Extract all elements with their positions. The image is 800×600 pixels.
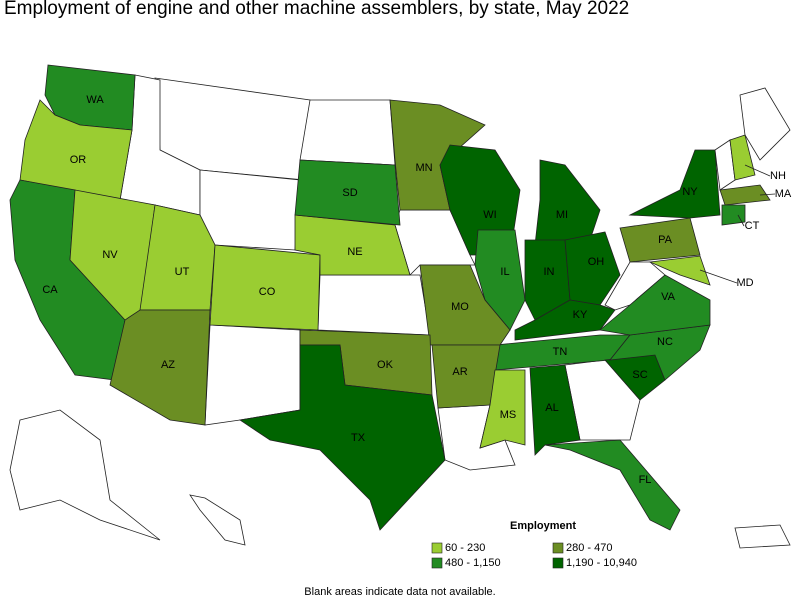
state-label: AZ	[161, 359, 175, 371]
legend-label: 480 - 1,150	[445, 557, 501, 569]
state	[139, 204, 216, 311]
state	[534, 159, 601, 246]
state-label: NC	[657, 336, 673, 348]
state	[628, 149, 721, 219]
state-label: TN	[553, 346, 568, 358]
state	[238, 344, 446, 531]
state-label: SC	[632, 369, 647, 381]
state-label: KY	[573, 309, 588, 321]
state-label: MN	[415, 162, 432, 174]
state-label: VA	[661, 291, 676, 303]
legend-label: 280 - 470	[566, 542, 612, 554]
state-label: MO	[451, 301, 469, 313]
legend-label: 60 - 230	[445, 542, 485, 554]
state-label: FL	[639, 474, 652, 486]
state-label: CO	[259, 286, 276, 298]
state-label: SD	[342, 187, 357, 199]
legend-swatch	[431, 557, 443, 569]
state	[19, 99, 133, 201]
state	[209, 244, 321, 331]
state-label: IN	[544, 266, 555, 278]
state-label: NV	[102, 249, 118, 261]
state-blank	[204, 324, 301, 426]
state-label: TX	[351, 432, 366, 444]
state	[648, 255, 711, 286]
state-label: MA	[775, 188, 792, 200]
state-label: WA	[86, 94, 104, 106]
state-blank	[299, 99, 396, 166]
legend: Employment 60 - 230 280 - 470 480 - 1,150 1…	[431, 520, 637, 569]
state-label: NH	[770, 170, 786, 182]
state-label: AL	[545, 402, 558, 414]
state-label: MS	[500, 409, 517, 421]
leader-line	[737, 214, 745, 227]
state-label: MI	[556, 209, 568, 221]
state-label: AR	[452, 366, 467, 378]
state	[729, 134, 756, 181]
note: Blank areas indicate data not available.	[304, 586, 495, 598]
state-label: CT	[745, 220, 760, 232]
state-label: WI	[483, 209, 496, 221]
state-blank	[189, 494, 246, 546]
legend-swatch	[431, 542, 443, 554]
states: WA OR CA NV UT AZ CO NE SD MN WI MI IL IN OH KY TN MO OK AR…	[9, 64, 792, 531]
state-blank	[9, 409, 161, 541]
blank-states	[9, 74, 791, 549]
title: Employment of engine and other machine a…	[4, 0, 629, 19]
state	[619, 217, 701, 263]
leader-line	[759, 193, 776, 196]
state-label: IL	[500, 266, 509, 278]
leader-line	[699, 269, 738, 284]
state	[719, 184, 771, 206]
state-label: PA	[658, 234, 673, 246]
state-label: OK	[377, 359, 394, 371]
legend-swatch	[552, 542, 564, 554]
state-label: MD	[736, 277, 753, 289]
state	[109, 309, 211, 426]
state-label: NE	[347, 246, 362, 258]
state	[564, 231, 621, 306]
state-label: OH	[588, 256, 605, 268]
leader-line	[744, 164, 771, 177]
state	[479, 369, 526, 449]
state	[529, 364, 581, 456]
state-blank	[317, 274, 431, 336]
legend-swatch	[552, 557, 564, 569]
state	[544, 439, 681, 531]
state-label: OR	[70, 154, 87, 166]
state	[599, 274, 711, 336]
legend-label: 1,190 - 10,940	[566, 557, 637, 569]
state	[294, 159, 401, 226]
state-blank	[199, 169, 301, 251]
legend-title: Employment	[510, 520, 576, 532]
state	[294, 214, 411, 276]
state-label: NY	[682, 186, 698, 198]
state	[721, 204, 746, 226]
state-label: CA	[42, 284, 58, 296]
state-blank	[734, 524, 791, 549]
state-blank	[739, 87, 791, 161]
state-label: UT	[175, 266, 190, 278]
state	[514, 299, 616, 341]
